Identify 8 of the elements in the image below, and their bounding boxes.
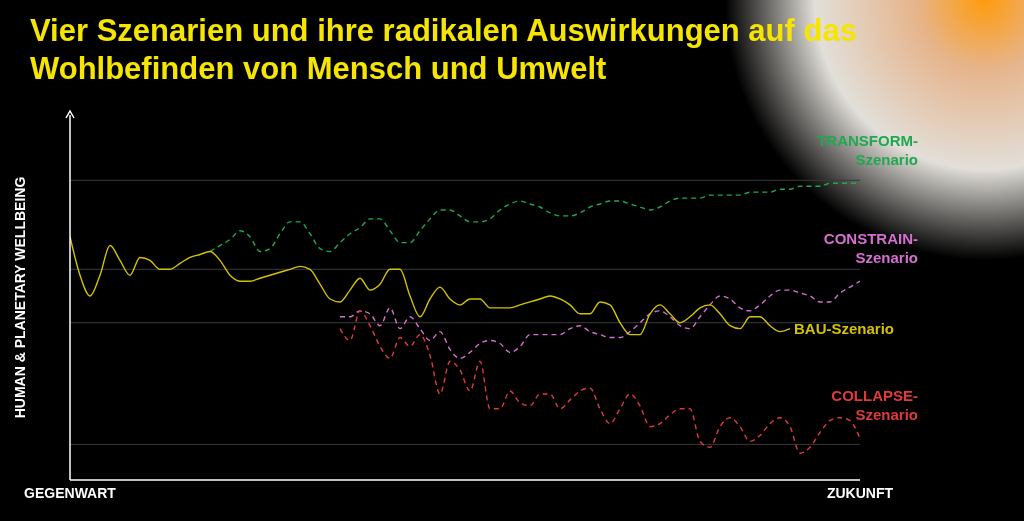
x-tick-label: ZUKUNFT (826, 484, 894, 501)
series-label: COLLAPSE-Szenario (830, 386, 918, 425)
series-label: BAU-Szenario (794, 318, 895, 338)
y-axis-title: HUMAN & PLANETARY WELLBEING (11, 176, 28, 419)
chart-title: Vier Szenarien und ihre radikalen Auswirkungen auf das Wohlbefinden von Mensch und Umwelt (30, 12, 858, 88)
x-tick-label: GEGENWART (24, 484, 117, 501)
text: CONSTRAIN-Szenario (822, 229, 918, 268)
series-label: TRANSFORM-Szenario (816, 131, 918, 170)
